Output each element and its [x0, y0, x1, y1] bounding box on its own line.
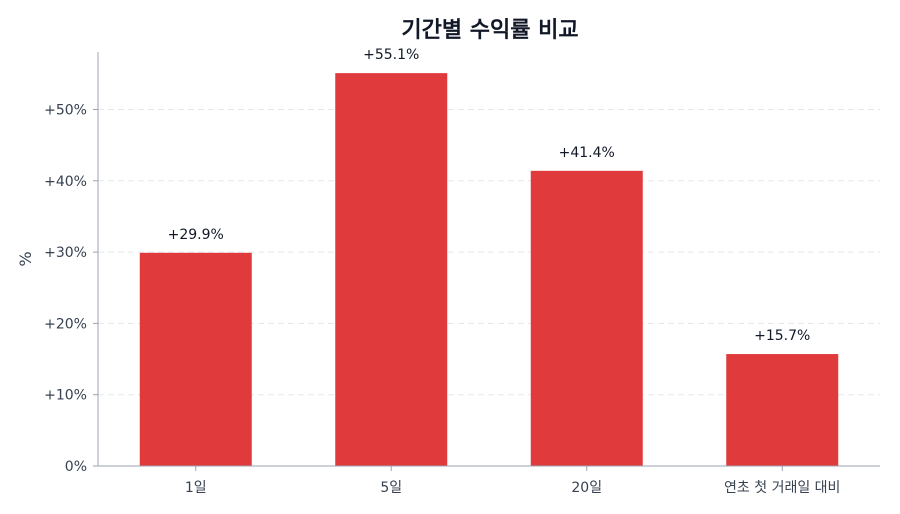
y-tick-label: 0% [65, 459, 87, 475]
y-tick-label: +20% [44, 316, 87, 332]
y-ticks: 0% +10% +20% +30% +40% +50% [44, 103, 98, 475]
x-tick-label: 연초 첫 거래일 대비 [724, 480, 840, 496]
bar [139, 252, 252, 466]
data-label: +55.1% [363, 47, 419, 63]
chart-title: 기간별 수익률 비교 [401, 18, 578, 43]
bars [139, 73, 839, 467]
x-ticks: 1일 5일 20일 연초 첫 거래일 대비 [185, 466, 840, 496]
x-tick-label: 1일 [185, 480, 207, 496]
y-tick-label: +40% [44, 174, 87, 190]
data-label: +15.7% [754, 328, 810, 344]
x-tick-label: 20일 [571, 480, 602, 496]
bar [530, 170, 643, 466]
y-tick-label: +30% [44, 245, 87, 261]
y-axis-label: % [16, 251, 35, 266]
data-label: +41.4% [559, 145, 615, 161]
x-tick-label: 5일 [380, 480, 402, 496]
data-label: +29.9% [168, 227, 224, 243]
y-tick-label: +50% [44, 103, 87, 119]
bar [335, 73, 448, 467]
y-tick-label: +10% [44, 388, 87, 404]
data-labels: +29.9% +55.1% +41.4% +15.7% [168, 47, 811, 344]
bar [726, 354, 839, 466]
